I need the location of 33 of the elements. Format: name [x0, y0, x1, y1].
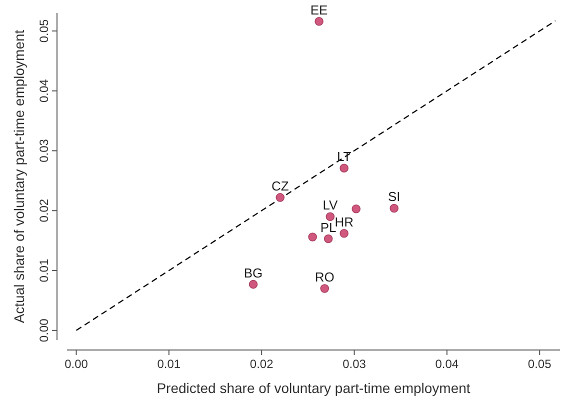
y-tick-label: 0.01 — [37, 258, 51, 282]
point — [248, 280, 258, 289]
annotation: EE — [310, 2, 328, 18]
annotation: BG — [244, 265, 263, 280]
point — [352, 204, 361, 214]
y-tick-label: 0.00 — [37, 318, 51, 342]
x-tick-label: 0.04 — [435, 357, 459, 371]
x-tick-label: 0.05 — [528, 357, 552, 371]
annotation: CZ — [271, 178, 289, 194]
point — [340, 228, 348, 238]
point — [308, 232, 317, 242]
annotation: PL — [320, 220, 336, 235]
point — [340, 164, 348, 173]
x-axis-title: Predicted share of voluntary part-time employment — [156, 380, 470, 396]
y-tick-label: 0.04 — [37, 78, 51, 103]
x-tick-label: 0.00 — [64, 357, 88, 371]
y-tick-label: 0.02 — [37, 198, 51, 222]
y-tick-label: 0.05 — [37, 18, 51, 43]
annotation: RO — [314, 269, 334, 284]
point — [390, 204, 399, 213]
point — [276, 193, 285, 202]
x-tick-label: 0.03 — [342, 357, 366, 371]
y-axis-title: Actual share of voluntary part-time employment — [11, 30, 27, 324]
annotation: LV — [322, 198, 338, 213]
annotation: HR — [334, 214, 354, 230]
annotation: SI — [388, 189, 400, 204]
x-tick-label: 0.01 — [157, 357, 181, 371]
y-tick-label: 0.03 — [37, 138, 51, 162]
point — [314, 16, 324, 26]
point — [320, 284, 330, 293]
point — [326, 212, 335, 222]
point — [324, 234, 333, 244]
x-tick-label: 0.02 — [250, 357, 274, 371]
